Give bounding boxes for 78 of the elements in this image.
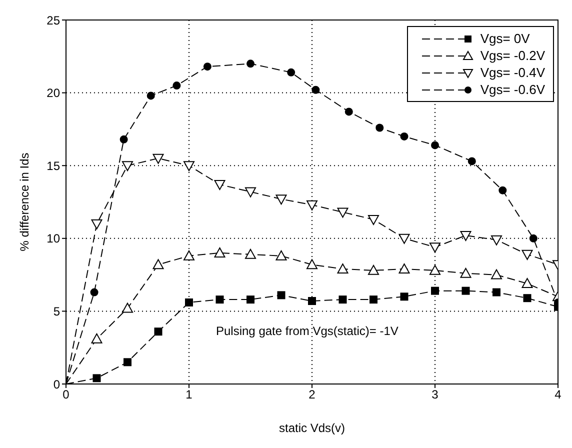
point [152, 154, 164, 164]
point [214, 247, 226, 258]
point [491, 269, 502, 280]
point [492, 288, 500, 296]
point [368, 264, 379, 275]
annotation: Pulsing gate from Vgs(static)= -1V [216, 324, 398, 338]
point [122, 302, 133, 313]
x-tick-label: 0 [62, 388, 70, 402]
point [398, 234, 410, 244]
legend-label: Vgs= -0.6V [480, 82, 545, 97]
x-tick-label: 2 [308, 388, 316, 402]
point [468, 157, 476, 166]
point [277, 291, 286, 300]
point [306, 259, 318, 270]
x-axis-title: static Vds(v) [278, 421, 346, 435]
y-tick-label: 5 [53, 304, 60, 318]
point [431, 286, 439, 295]
point [430, 264, 440, 275]
legend-label: Vgs= -0.4V [480, 65, 545, 80]
point [522, 278, 533, 288]
point [146, 92, 155, 100]
point [306, 200, 318, 210]
point [338, 296, 347, 304]
point [120, 135, 128, 144]
point [91, 333, 102, 344]
point [172, 82, 181, 90]
point [287, 68, 296, 76]
point [400, 292, 408, 301]
point [308, 297, 316, 306]
point [152, 259, 164, 270]
x-tick-label: 1 [186, 388, 193, 402]
point [185, 298, 193, 306]
x-tick-label: 3 [432, 388, 439, 402]
point [216, 296, 224, 304]
y-tick-label: 0 [53, 377, 60, 392]
point [276, 250, 287, 260]
y-tick-label: 15 [46, 158, 60, 173]
point [337, 208, 348, 218]
point [491, 235, 502, 246]
point [184, 250, 194, 260]
point [460, 268, 472, 278]
point [368, 214, 379, 225]
point [203, 62, 212, 71]
point [431, 141, 439, 150]
point [529, 234, 538, 242]
legend-label: Vgs= 0V [480, 31, 530, 46]
point [246, 60, 254, 68]
legend-label: Vgs= -0.2V [480, 48, 545, 63]
point [460, 230, 472, 241]
point [245, 187, 256, 198]
point [154, 328, 162, 336]
point [124, 358, 132, 366]
point [246, 296, 254, 304]
point [91, 219, 102, 230]
point [376, 124, 384, 132]
point [430, 242, 440, 253]
y-tick-label: 20 [46, 86, 60, 100]
point [337, 263, 348, 274]
point [92, 374, 101, 382]
point [522, 250, 533, 260]
point [184, 161, 194, 172]
y-axis-title: % difference in Ids [17, 152, 32, 252]
point [344, 108, 353, 116]
point [400, 132, 408, 140]
point [214, 180, 226, 190]
point [370, 296, 378, 304]
point [245, 248, 256, 259]
y-tick-label: 25 [46, 13, 60, 28]
point [398, 263, 410, 274]
x-tick-label: 4 [554, 388, 562, 402]
y-tick-label: 10 [46, 232, 60, 246]
point [498, 186, 507, 194]
point [122, 161, 133, 172]
point [90, 288, 98, 296]
point [276, 194, 287, 205]
point [312, 86, 320, 94]
point [462, 286, 470, 295]
point [523, 294, 532, 302]
